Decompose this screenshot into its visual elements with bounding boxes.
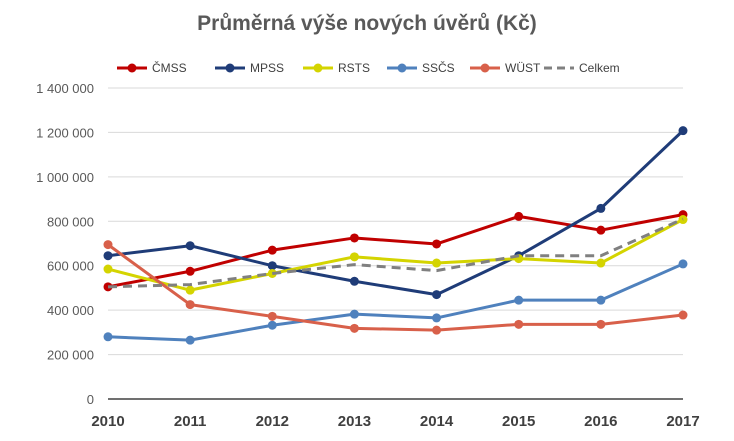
series-line — [107, 217, 684, 289]
data-point — [349, 252, 359, 262]
y-tick-label: 1 000 000 — [36, 170, 94, 185]
data-point — [185, 335, 195, 345]
data-point — [596, 203, 606, 213]
data-point — [185, 300, 195, 310]
data-point — [103, 264, 113, 274]
legend-marker — [313, 63, 323, 73]
data-point — [267, 245, 277, 255]
data-point — [349, 233, 359, 243]
data-point — [267, 320, 277, 330]
series-line — [107, 129, 685, 297]
data-point — [185, 241, 195, 251]
legend-item: WÜST — [470, 61, 541, 75]
data-point — [596, 319, 606, 329]
data-point — [349, 323, 359, 333]
data-point — [432, 313, 442, 323]
data-point — [596, 258, 606, 268]
data-point — [267, 311, 277, 321]
x-tick-label: 2012 — [256, 413, 289, 430]
legend-label: SSČS — [422, 60, 455, 75]
y-tick-label: 0 — [87, 392, 94, 407]
data-point — [432, 290, 442, 300]
x-tick-label: 2014 — [420, 413, 454, 430]
y-tick-label: 200 000 — [47, 348, 94, 363]
series-rsts — [103, 215, 688, 295]
series-celkem — [107, 217, 684, 289]
data-point — [432, 325, 442, 335]
data-point — [678, 310, 688, 320]
y-tick-label: 800 000 — [47, 214, 94, 229]
legend-label: MPSS — [250, 61, 284, 75]
series-mpss — [103, 126, 688, 300]
legend-item: RSTS — [303, 61, 370, 75]
data-point — [103, 251, 113, 261]
legend-item: MPSS — [215, 61, 284, 75]
y-tick-label: 400 000 — [47, 303, 94, 318]
data-point — [596, 225, 606, 235]
y-tick-label: 1 400 000 — [36, 81, 94, 96]
data-point — [103, 240, 113, 250]
data-point — [514, 295, 524, 305]
legend-label: RSTS — [338, 61, 370, 75]
data-point — [267, 261, 277, 271]
data-point — [349, 309, 359, 319]
legend-item: ČMSS — [117, 60, 187, 75]
data-point — [432, 258, 442, 268]
legend-label: Celkem — [579, 61, 620, 75]
series-line — [107, 243, 684, 332]
x-tick-label: 2010 — [91, 413, 124, 430]
x-tick-label: 2011 — [174, 413, 207, 430]
x-tick-label: 2015 — [502, 413, 535, 430]
series-ssčs — [103, 259, 688, 345]
legend-marker — [225, 63, 235, 73]
series-wüst — [103, 240, 688, 335]
data-point — [185, 285, 195, 295]
data-point — [349, 276, 359, 286]
legend-marker — [397, 63, 407, 73]
data-point — [678, 259, 688, 269]
x-tick-label: 2016 — [584, 413, 617, 430]
data-point — [103, 332, 113, 342]
data-point — [596, 295, 606, 305]
x-tick-label: 2017 — [666, 413, 699, 430]
legend-marker — [127, 63, 137, 73]
series-čmss — [103, 210, 688, 292]
legend-item: SSČS — [387, 60, 455, 75]
chart-title: Průměrná výše nových úvěrů (Kč) — [197, 12, 537, 35]
y-tick-label: 600 000 — [47, 259, 94, 274]
legend-marker — [480, 63, 490, 73]
series-line — [107, 218, 684, 292]
series-line — [107, 262, 684, 342]
series-line — [107, 213, 684, 289]
y-tick-label: 1 200 000 — [36, 125, 94, 140]
data-point — [514, 211, 524, 221]
legend-item: Celkem — [544, 61, 620, 75]
data-point — [514, 319, 524, 329]
x-tick-label: 2013 — [338, 413, 371, 430]
data-point — [432, 239, 442, 249]
legend-label: ČMSS — [152, 60, 187, 75]
data-point — [185, 266, 195, 276]
data-point — [678, 126, 688, 136]
legend-label: WÜST — [505, 61, 541, 75]
